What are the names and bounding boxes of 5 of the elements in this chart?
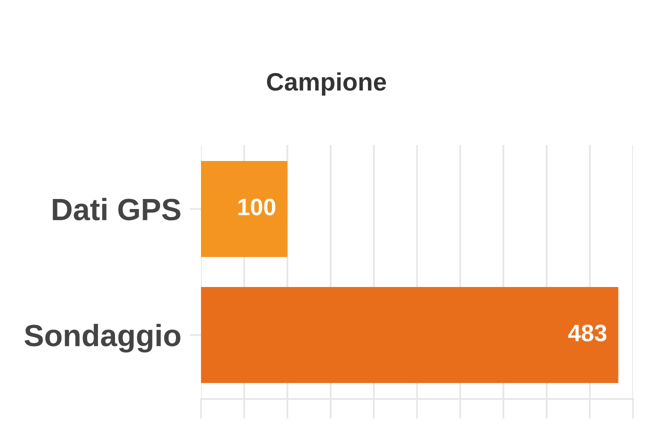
y-tick-label: Sondaggio	[24, 324, 180, 353]
chart-title: Campione	[267, 72, 386, 96]
y-tick-label: Dati GPS	[52, 198, 180, 220]
data-label: 483	[568, 324, 606, 342]
data-label: 100	[238, 198, 276, 216]
